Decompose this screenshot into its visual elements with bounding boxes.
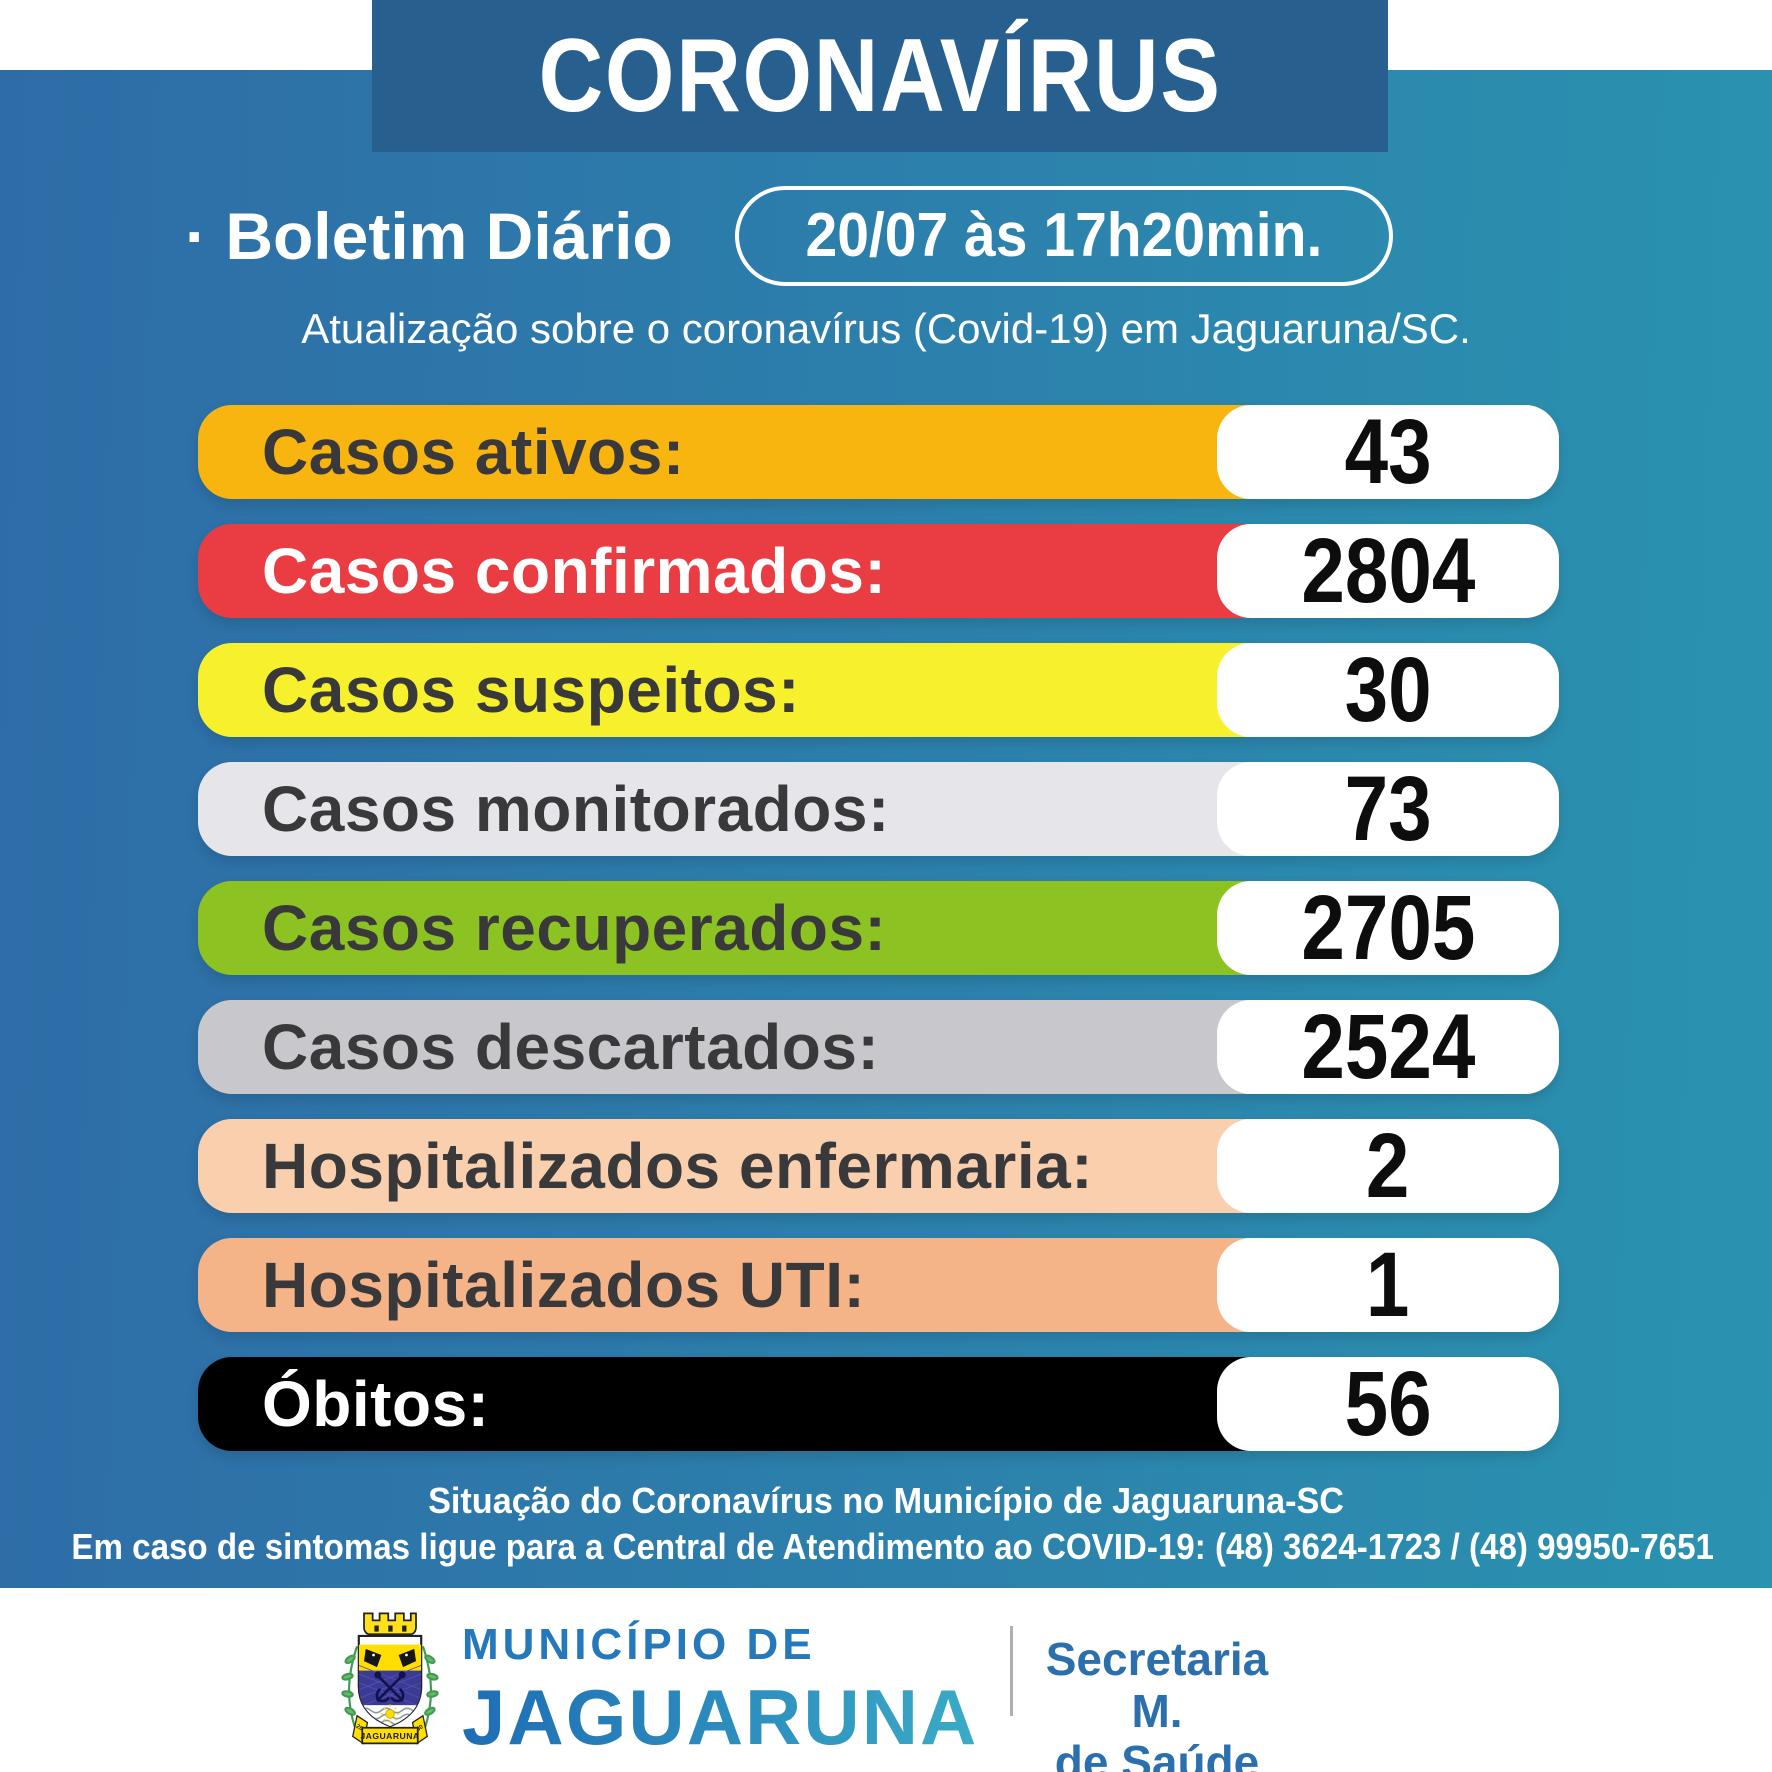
municipality-line2: JAGUARUNA: [462, 1673, 979, 1761]
stat-label: Óbitos:: [262, 1368, 490, 1440]
crest-ribbon: 20-12 1930 JAGUARUNA: [352, 1714, 428, 1745]
stat-row: Casos descartados: 2524: [198, 996, 1559, 1098]
stat-value-box: 2524: [1217, 996, 1559, 1098]
municipality-line1: MUNICÍPIO DE: [462, 1620, 816, 1669]
page-title: CORONAVÍRUS: [538, 17, 1222, 134]
dept-line1: Secretaria M.: [1045, 1633, 1269, 1737]
municipality-wordmark: MUNICÍPIO DE JAGUARUNA: [462, 1620, 978, 1763]
crest-shield: [357, 1634, 423, 1728]
stat-value-box: 73: [1217, 758, 1559, 860]
stat-value-box: 30: [1217, 639, 1559, 741]
stat-value: 1: [1366, 1233, 1410, 1336]
stat-row: Hospitalizados enfermaria: 2: [198, 1115, 1559, 1217]
stat-value-box: 43: [1217, 401, 1559, 503]
stat-value: 43: [1344, 400, 1432, 503]
stat-row: Hospitalizados UTI: 1: [198, 1234, 1559, 1336]
stat-row: Casos recuperados: 2705: [198, 877, 1559, 979]
bulletin-title: · Boletim Diário: [185, 199, 673, 273]
stat-value: 2524: [1301, 995, 1475, 1098]
datetime-text: 20/07 às 17h20min.: [805, 201, 1323, 270]
crest-branches: [341, 1645, 439, 1730]
stat-value: 2705: [1301, 876, 1475, 979]
jaguaruna-coat-of-arms-logo: 20-12 1930 JAGUARUNA: [341, 1612, 439, 1745]
datetime-badge: 20/07 às 17h20min.: [735, 186, 1393, 286]
stat-value-box: 2705: [1217, 877, 1559, 979]
header-banner: CORONAVÍRUS: [372, 0, 1388, 152]
stat-row: Casos suspeitos: 30: [198, 639, 1559, 741]
stat-value-box: 2804: [1217, 520, 1559, 622]
stat-label: Casos monitorados:: [262, 773, 890, 845]
stat-label: Casos confirmados:: [262, 535, 887, 607]
bottom-brand-bar: [0, 1588, 1772, 1772]
stat-row: Casos monitorados: 73: [198, 758, 1559, 860]
stat-row: Casos ativos: 43: [198, 401, 1559, 503]
stat-value: 30: [1344, 638, 1432, 741]
stat-label: Casos recuperados:: [262, 892, 887, 964]
health-department-label: Secretaria M. de Saúde: [1032, 1633, 1282, 1772]
stat-label: Hospitalizados enfermaria:: [262, 1130, 1093, 1202]
stat-label: Casos ativos:: [262, 416, 685, 488]
footer-hotline-line: Em caso de sintomas ligue para a Central…: [71, 1526, 1714, 1567]
stat-label: Casos suspeitos:: [262, 654, 800, 726]
dept-line2: de Saúde: [1054, 1736, 1260, 1772]
stat-value: 56: [1344, 1352, 1432, 1455]
stat-value-box: 2: [1217, 1115, 1559, 1217]
stat-label: Hospitalizados UTI:: [262, 1249, 866, 1321]
brand-divider: [1010, 1626, 1013, 1716]
footer-situation-line: Situação do Coronavírus no Município de …: [428, 1480, 1344, 1521]
stat-row: Casos confirmados: 2804: [198, 520, 1559, 622]
stat-value: 2804: [1301, 519, 1475, 622]
stats-table: Casos ativos: 43 Casos confirmados: 2804…: [198, 401, 1559, 1476]
crest-crown: [363, 1612, 417, 1636]
crest-ribbon-text: JAGUARUNA: [360, 1731, 420, 1741]
stat-value-box: 1: [1217, 1234, 1559, 1336]
stat-value: 2: [1366, 1114, 1410, 1217]
stat-value-box: 56: [1217, 1353, 1559, 1455]
stat-value: 73: [1344, 757, 1432, 860]
stat-label: Casos descartados:: [262, 1011, 880, 1083]
bulletin-subtitle: Atualização sobre o coronavírus (Covid-1…: [301, 305, 1471, 352]
stat-row: Óbitos: 56: [198, 1353, 1559, 1455]
